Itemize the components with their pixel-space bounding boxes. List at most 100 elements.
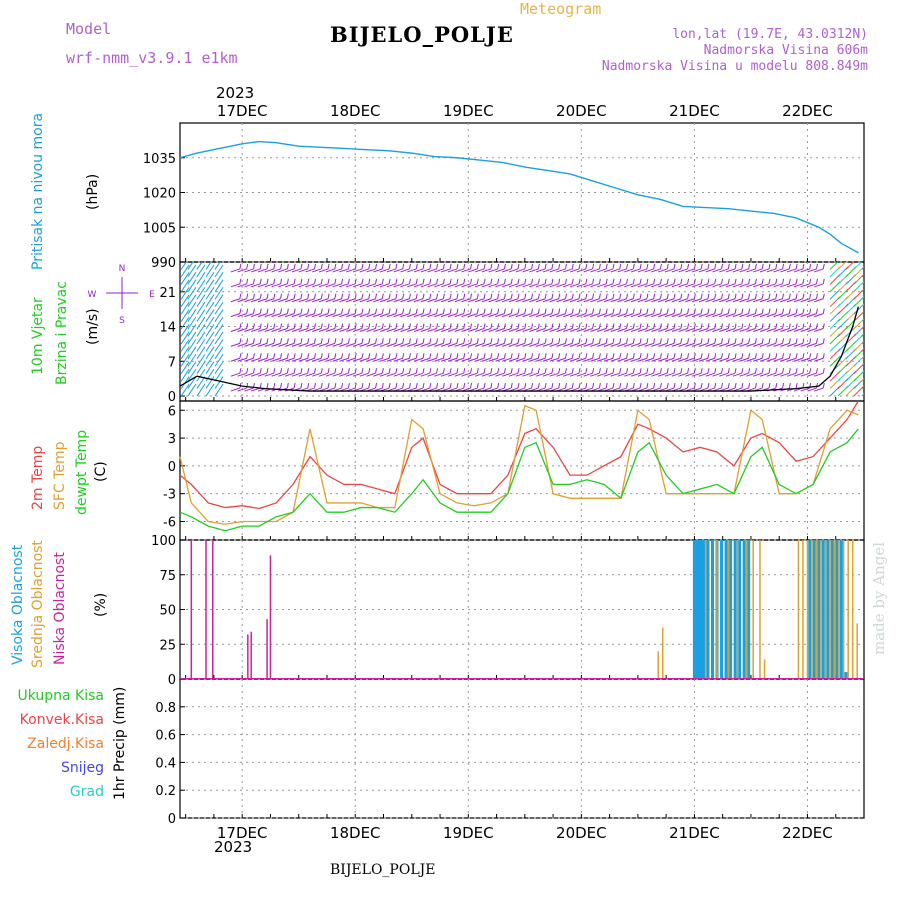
wind-barb <box>244 283 254 288</box>
wind-barb-flag <box>402 293 405 299</box>
wind-barb <box>251 357 261 362</box>
wind-barb <box>230 342 241 347</box>
wind-barb <box>318 372 329 377</box>
wind-barb <box>603 328 614 332</box>
wind-barb-flag <box>422 368 425 374</box>
wind-barb <box>773 357 783 362</box>
wind-barb-flag <box>510 338 513 344</box>
wind-barb-flag <box>768 368 771 374</box>
wind-barb-flag <box>605 382 608 389</box>
wind-barb <box>257 313 268 318</box>
wind-barb <box>807 328 817 332</box>
wind-barb <box>379 357 390 362</box>
wind-barb-flag <box>375 353 378 359</box>
wind-barb <box>712 268 722 273</box>
wind-barb <box>630 342 641 347</box>
wind-barb <box>291 372 302 377</box>
wind-barb <box>780 372 790 377</box>
temp-line-2 <box>179 428 859 532</box>
wind-barb-flag <box>497 382 500 389</box>
wind-barb <box>312 357 322 362</box>
wind-barb <box>481 372 492 377</box>
wind-barb-flag <box>632 308 635 314</box>
wind-barb-flag <box>252 293 255 299</box>
wind-barb-flag <box>442 308 445 314</box>
wind-barb <box>725 372 736 377</box>
wind-barb-flag <box>246 293 249 299</box>
wind-barb <box>597 313 607 318</box>
wind-barb-flag <box>748 293 751 299</box>
wind-barb <box>468 283 478 288</box>
compass-s: S <box>119 316 125 326</box>
wind-barb-strong <box>214 324 224 337</box>
wind-barb <box>780 283 790 288</box>
wind-barb-flag <box>659 382 662 389</box>
wind-barb-flag <box>239 263 242 270</box>
wind-barb <box>352 372 363 377</box>
wind-barb-flag <box>544 382 547 389</box>
wind-barb-strong <box>861 363 864 367</box>
wind-barb-flag <box>578 278 581 284</box>
wind-barb <box>678 283 688 288</box>
wind-barb-flag <box>456 308 459 314</box>
wind-barb-flag <box>809 308 812 314</box>
wind-barb <box>427 357 437 362</box>
wind-barb-flag <box>300 353 303 359</box>
wind-barb-strong <box>187 262 194 270</box>
wind-barb-flag <box>585 382 588 389</box>
panel-frame <box>179 678 865 819</box>
wind-barb <box>420 372 430 377</box>
wind-barb <box>759 342 770 347</box>
wind-barb <box>468 372 478 377</box>
wind-barb-flag <box>714 323 717 329</box>
wind-barb-flag <box>307 278 310 284</box>
wind-barb <box>312 298 322 303</box>
wind-barb-flag <box>456 278 459 284</box>
wind-barb <box>359 342 369 347</box>
wind-barb <box>773 298 783 303</box>
wind-barb-strong <box>861 393 864 397</box>
wind-barb-strong <box>180 262 187 270</box>
wind-barb-flag <box>782 293 785 299</box>
wind-barb-strong <box>214 316 224 330</box>
wind-barb-flag <box>402 278 405 284</box>
wind-barb-flag <box>564 353 567 359</box>
wind-barb <box>746 313 756 318</box>
wind-barb-flag <box>721 323 723 329</box>
wind-barb <box>719 298 729 303</box>
wind-barb-flag <box>422 382 425 389</box>
wind-barb-flag <box>632 368 635 374</box>
wind-barb <box>590 328 600 332</box>
wind-barb <box>617 283 627 288</box>
wind-barb-flag <box>646 323 649 329</box>
wind-barb-flag <box>700 293 703 299</box>
wind-barb <box>732 298 743 303</box>
wind-barb <box>671 328 681 332</box>
wind-barb-flag <box>449 382 452 389</box>
wind-barb-flag <box>788 353 791 359</box>
wind-barb-flag <box>422 338 425 344</box>
ylabel-precip: 1hr Precip (mm) <box>112 687 128 800</box>
wind-barb-flag <box>510 263 513 270</box>
wind-barb <box>583 298 593 303</box>
wind-barb-strong <box>214 301 224 315</box>
wind-barb-flag <box>700 368 703 374</box>
wind-barb-flag <box>503 278 506 284</box>
wind-barb <box>359 283 369 288</box>
wind-barb <box>305 283 315 288</box>
wind-barb <box>454 357 464 362</box>
wind-barb <box>630 328 641 332</box>
wind-barb <box>814 357 824 362</box>
wind-barb-flag <box>490 368 493 374</box>
wind-barb-flag <box>503 353 506 359</box>
wind-barb <box>441 357 451 362</box>
wind-barb <box>664 357 675 362</box>
y-tick-label: -6 <box>163 515 176 530</box>
wind-barb-flag <box>531 293 534 299</box>
wind-barb <box>339 372 349 377</box>
wind-barb-flag <box>802 353 805 359</box>
wind-barb <box>502 357 512 362</box>
wind-barb-flag <box>314 368 316 374</box>
wind-barb-flag <box>653 382 656 389</box>
wind-barb-flag <box>666 323 669 329</box>
